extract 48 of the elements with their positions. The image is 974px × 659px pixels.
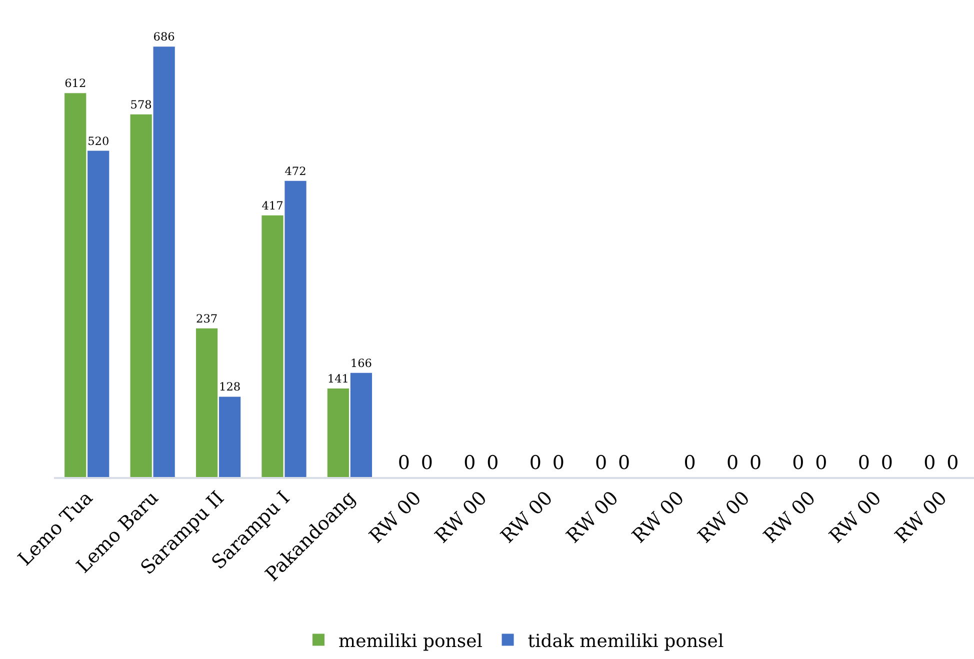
bar: [218, 396, 241, 477]
legend-label: memiliki ponsel: [338, 630, 483, 652]
data-label: 0: [464, 452, 476, 474]
x-tick-label: RW 00: [759, 486, 820, 548]
data-label: 0: [486, 452, 499, 474]
x-tick-label: RW 00: [430, 486, 492, 548]
data-label: 0: [420, 452, 433, 474]
bar: [350, 372, 372, 477]
data-label: 0: [749, 452, 762, 474]
data-label: 0: [595, 452, 608, 474]
data-label: 237: [196, 311, 218, 326]
x-tick-label: RW 00: [628, 486, 689, 548]
data-label: 141: [327, 372, 350, 386]
bar: [196, 328, 218, 477]
x-tick-label: RW 00: [694, 486, 754, 548]
data-label: 0: [684, 452, 696, 474]
bar: [327, 388, 350, 477]
data-label: 0: [792, 452, 804, 474]
legend-label: tidak memiliki ponsel: [528, 630, 724, 652]
bar: [88, 150, 110, 477]
data-label: 0: [529, 452, 542, 474]
data-label: 578: [130, 97, 152, 112]
data-label: 0: [924, 452, 936, 474]
data-label: 0: [946, 452, 959, 474]
x-tick-label: RW 00: [496, 486, 558, 548]
data-label: 0: [398, 452, 410, 474]
data-label: 0: [618, 452, 630, 474]
x-tick-label: RW 00: [562, 486, 623, 548]
data-label: 166: [350, 356, 372, 370]
data-label: 686: [153, 30, 175, 44]
bar: [153, 46, 175, 477]
bar: [284, 180, 306, 477]
data-label: 128: [218, 380, 241, 394]
data-label: 417: [262, 198, 284, 212]
data-label: 0: [552, 452, 564, 474]
data-label: 472: [284, 164, 306, 178]
x-tick-label: RW 00: [890, 486, 952, 548]
x-tick-label: RW 00: [365, 486, 426, 548]
bar: [262, 215, 284, 477]
data-label: 520: [88, 134, 110, 148]
data-label: 0: [815, 452, 828, 474]
bar: [64, 93, 86, 477]
data-label: 612: [64, 76, 86, 90]
x-tick-label: RW 00: [825, 486, 886, 548]
bar: [130, 114, 152, 477]
data-label: 0: [858, 452, 870, 474]
data-label: 0: [726, 452, 739, 474]
data-label: 0: [880, 452, 893, 474]
